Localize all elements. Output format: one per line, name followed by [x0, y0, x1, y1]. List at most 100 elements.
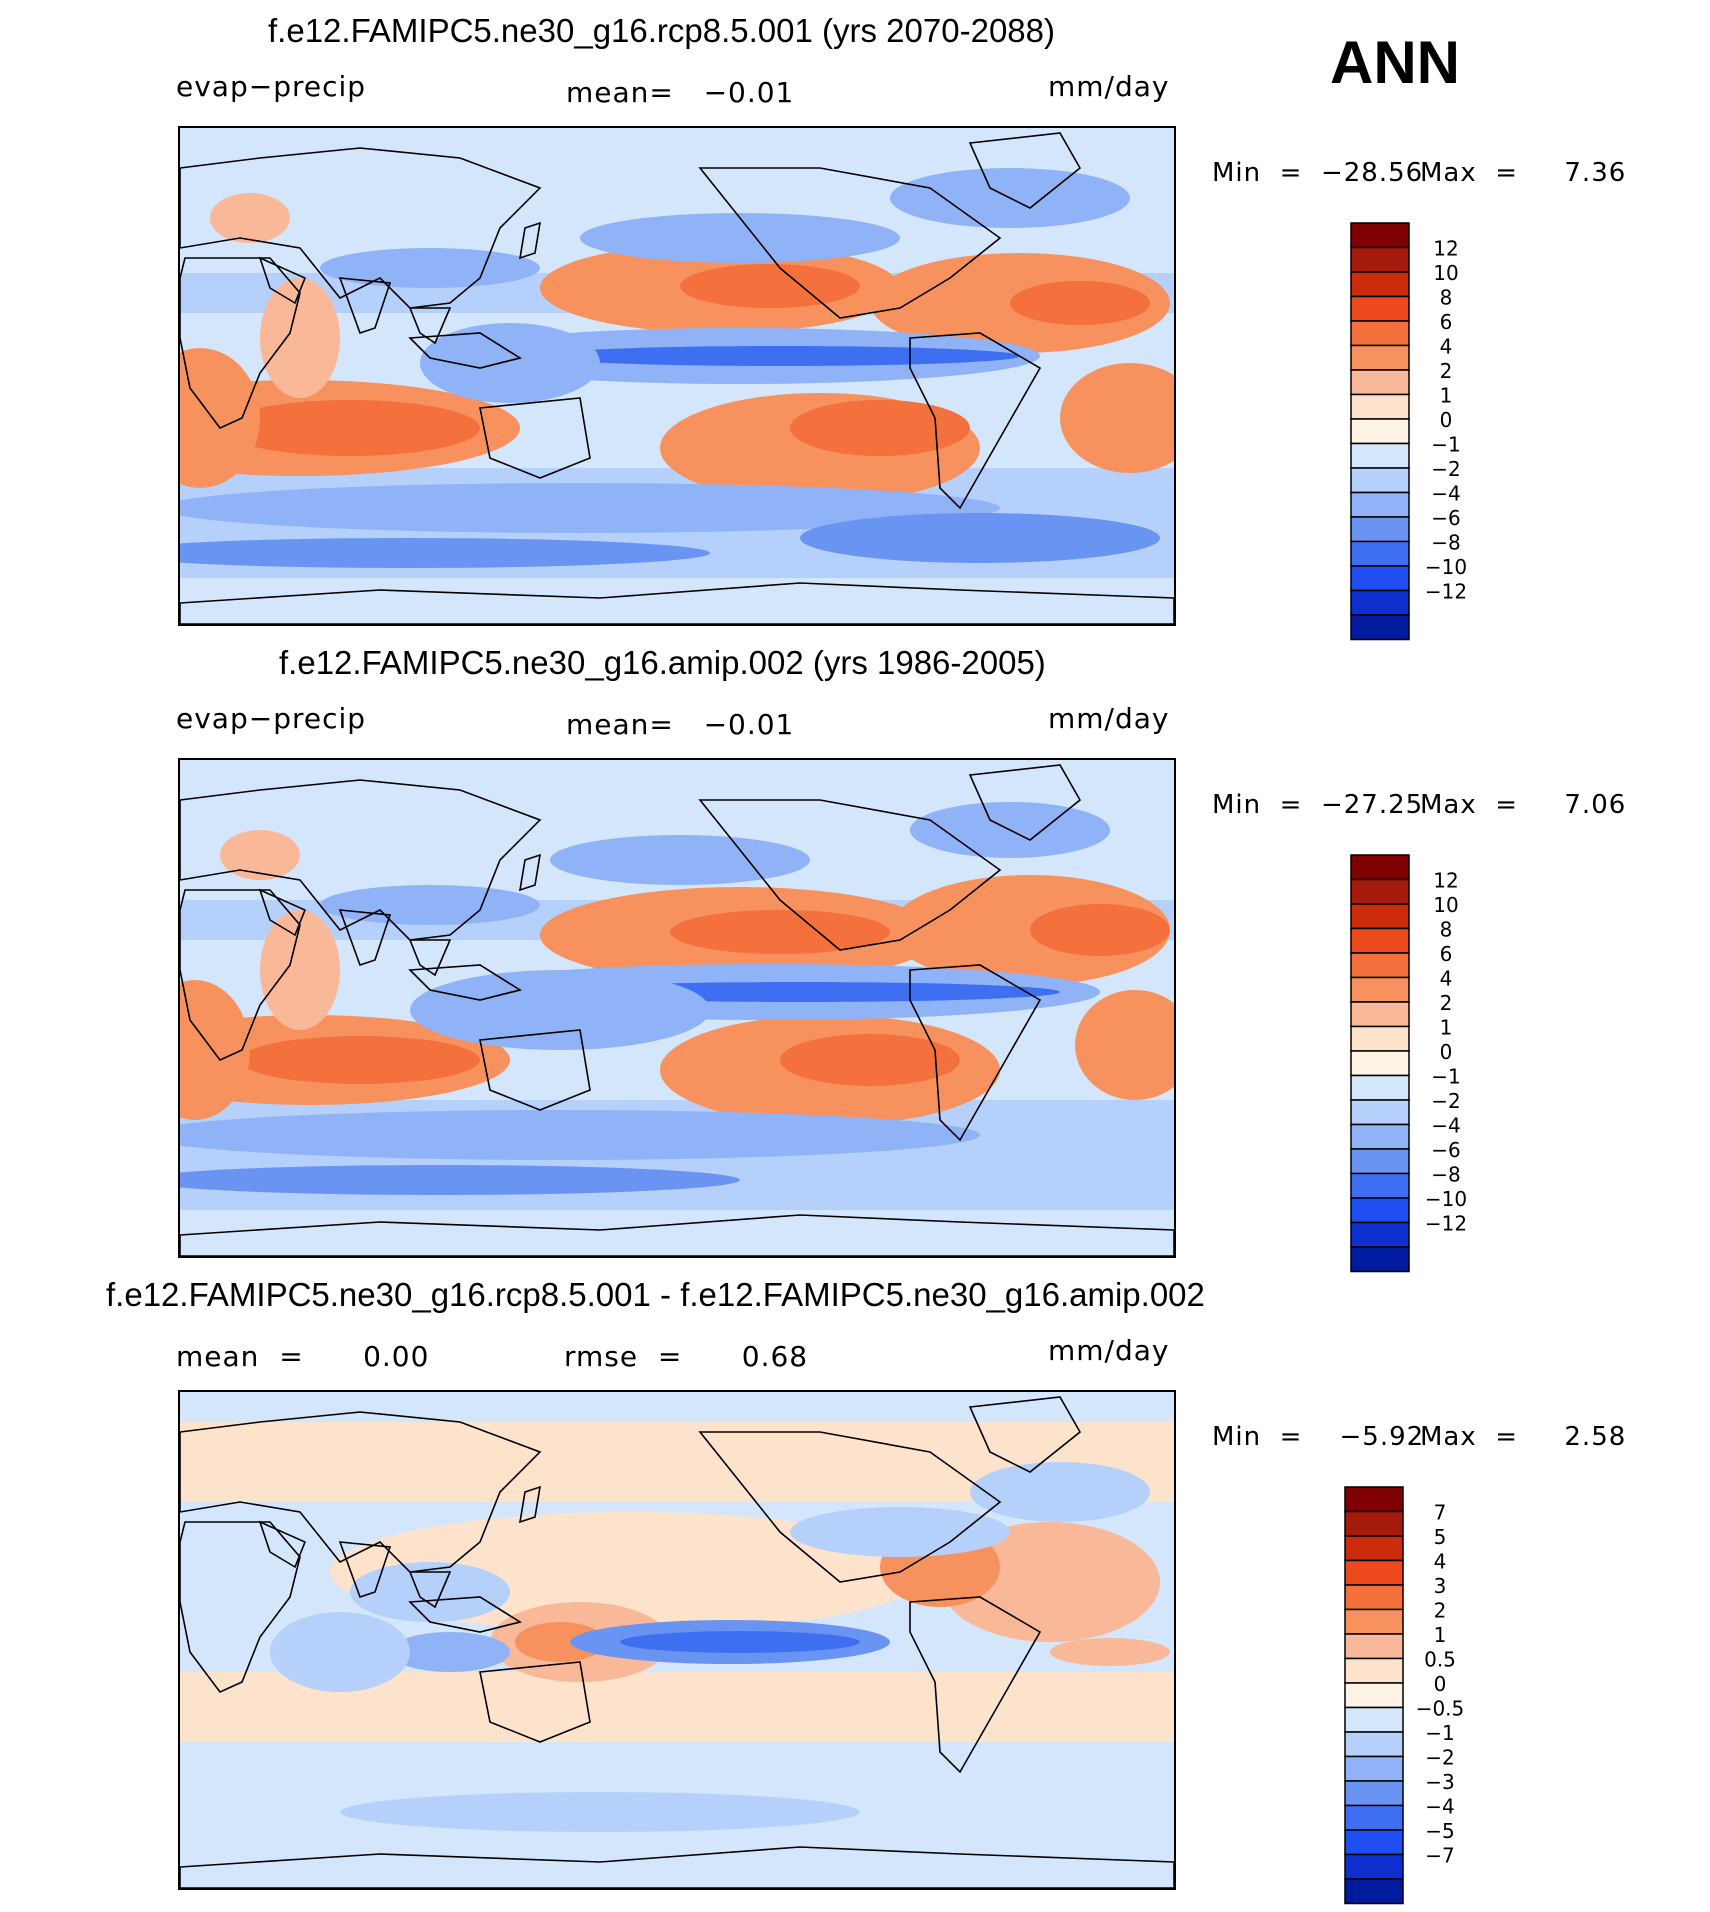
panel-3-max: Max = 2.58	[1420, 1422, 1627, 1452]
colorbar-tick-label: 4	[1440, 967, 1453, 991]
coastline-africa	[180, 1521, 301, 1693]
contour-region	[550, 835, 810, 885]
contour-region	[1060, 363, 1174, 473]
colorbar-tick-label: 7	[1434, 1501, 1447, 1525]
contour-region	[390, 1632, 510, 1672]
coastline-south-america	[909, 1596, 1042, 1774]
coastline-se-asia	[408, 1571, 452, 1609]
colorbar-box	[1350, 1050, 1410, 1077]
contour-region	[340, 1792, 860, 1832]
colorbar-tick-label: 10	[1433, 893, 1458, 917]
contour-region	[270, 1612, 410, 1692]
colorbar-tick-label: 12	[1433, 237, 1458, 261]
contour-region	[320, 885, 540, 925]
panel-3-right-label: mm/day	[1048, 1334, 1170, 1367]
season-label: ANN	[1330, 29, 1460, 96]
contour-region	[180, 348, 260, 488]
contour-region	[800, 513, 1160, 563]
colorbar-box	[1350, 222, 1410, 249]
warm-pool	[420, 323, 600, 403]
colorbar-box	[1344, 1755, 1404, 1782]
panel-3-min: Min = −5.92	[1212, 1422, 1425, 1452]
colorbar-tick-label: 3	[1434, 1574, 1447, 1598]
coastline-eurasia	[180, 779, 542, 941]
contour-region	[790, 400, 970, 456]
colorbar-tick-label: −2	[1431, 457, 1460, 481]
coastline-australia	[479, 397, 591, 479]
panel-2-min: Min = −27.25	[1212, 790, 1424, 820]
coastline-greenland	[968, 132, 1082, 209]
colorbar-box	[1344, 1853, 1404, 1880]
southern-storm-track	[180, 483, 1000, 533]
colorbar-box	[1350, 271, 1410, 298]
colorbar-box	[1350, 1148, 1410, 1175]
colorbar-tick-label: −4	[1431, 482, 1460, 506]
colorbar-box	[1350, 878, 1410, 905]
coastlines	[180, 132, 1174, 624]
contour-region	[1050, 1638, 1170, 1666]
panel-3-center-label: rmse = 0.68	[564, 1340, 809, 1373]
colorbar-tick-label: 2	[1434, 1599, 1447, 1623]
coastlines	[180, 764, 1174, 1256]
coastline-antarctica	[180, 1846, 1174, 1888]
panel-2-center-label: mean= −0.01	[566, 708, 795, 741]
colorbar-box	[1344, 1535, 1404, 1562]
colorbar-box	[1350, 927, 1410, 954]
contour-region	[540, 346, 1020, 366]
map-field	[180, 760, 1174, 1256]
coastline-japan	[518, 1485, 542, 1524]
colorbar-tick-label: 0.5	[1424, 1648, 1456, 1672]
colorbar-tick-label: 8	[1440, 918, 1453, 942]
panel-2-right-label: mm/day	[1048, 702, 1170, 735]
colorbar-box	[1350, 344, 1410, 371]
contour-region	[220, 830, 300, 880]
panel-3-map	[178, 1390, 1176, 1890]
contour-region	[180, 1165, 740, 1195]
colorbar-box	[1344, 1780, 1404, 1807]
contour-region	[1075, 990, 1174, 1100]
colorbar-box	[1350, 903, 1410, 930]
colorbar-box	[1344, 1633, 1404, 1660]
colorbar-tick-label: 0	[1440, 1040, 1453, 1064]
colorbar-tick-label: 6	[1440, 310, 1453, 334]
panel-2-left-label: evap−precip	[176, 702, 367, 735]
coastline-india	[338, 277, 392, 335]
contour-region	[180, 538, 710, 568]
colorbar-tick-label: −1	[1431, 1065, 1460, 1089]
colorbar-tick-label: −0.5	[1416, 1697, 1465, 1721]
contour-region	[350, 1562, 510, 1622]
coastline-north-america	[698, 799, 1002, 951]
monsoon-band	[320, 248, 540, 288]
contour-region	[580, 213, 900, 263]
colorbar-tick-label: 1	[1440, 384, 1453, 408]
contour-region	[260, 278, 340, 398]
contour-fill-group	[180, 802, 1174, 1210]
colorbar-tick-label: −6	[1431, 1138, 1460, 1162]
colorbar-tick-label: −1	[1425, 1721, 1454, 1745]
contour-region	[515, 1622, 605, 1662]
coastline-south-america	[909, 332, 1042, 510]
colorbar-tick-label: 6	[1440, 942, 1453, 966]
colorbar-tick-label: −2	[1425, 1746, 1454, 1770]
colorbar-tick-label: 2	[1440, 359, 1453, 383]
coastline-eurasia	[180, 1411, 542, 1573]
panel-1-right-label: mm/day	[1048, 70, 1170, 103]
colorbar-box	[1350, 246, 1410, 273]
colorbar-box	[1350, 565, 1410, 592]
coastline-africa	[180, 889, 301, 1061]
coastline-japan	[518, 853, 542, 892]
contour-region	[410, 970, 710, 1050]
coastline-north-america	[698, 1431, 1002, 1583]
colorbar-box	[1344, 1682, 1404, 1709]
panel-3-left-label: mean = 0.00	[176, 1340, 430, 1373]
colorbar-box	[1344, 1878, 1404, 1905]
colorbar-tick-label: 1	[1434, 1623, 1447, 1647]
contour-region	[780, 1034, 960, 1086]
colorbar-tick-label: −4	[1425, 1795, 1454, 1819]
colorbar-box	[1350, 1001, 1410, 1028]
coastline-africa	[180, 257, 301, 429]
colorbar-box	[1350, 614, 1410, 641]
coastline-australia	[479, 1029, 591, 1111]
